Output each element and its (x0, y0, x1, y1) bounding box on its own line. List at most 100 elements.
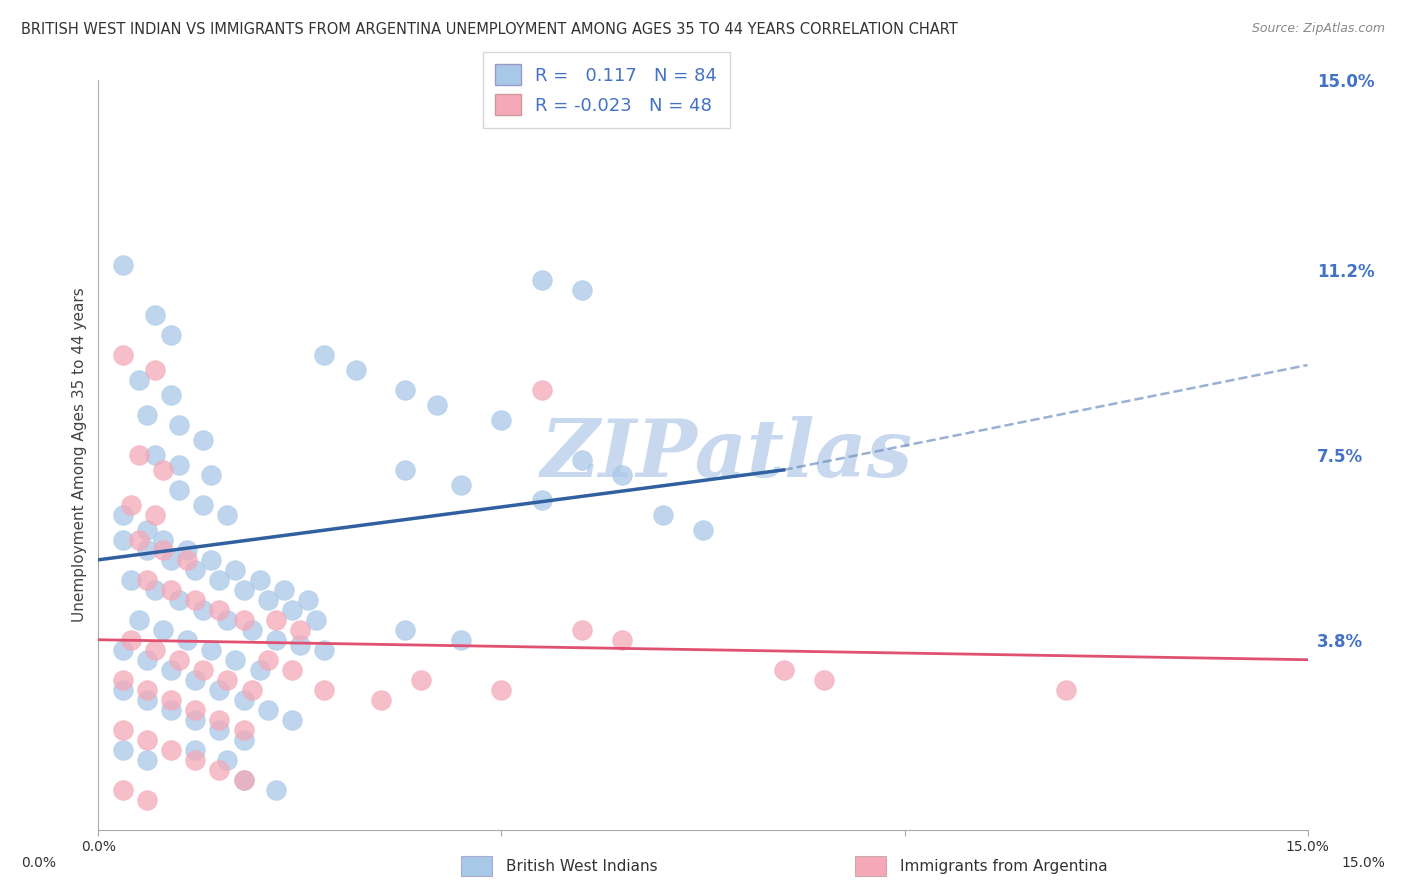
Text: Source: ZipAtlas.com: Source: ZipAtlas.com (1251, 22, 1385, 36)
Point (530, 383, 553, 397)
Point (217, 508, 239, 522)
Point (409, 673, 432, 687)
Point (193, 663, 215, 677)
Point (135, 542, 157, 557)
Point (135, 682, 157, 697)
Point (193, 603, 215, 617)
Point (135, 653, 157, 667)
Point (232, 772, 254, 787)
Point (143, 582, 166, 597)
Point (491, 682, 513, 697)
Point (160, 553, 183, 567)
Point (281, 663, 304, 677)
Point (160, 663, 183, 677)
Point (184, 713, 207, 727)
Point (176, 553, 198, 567)
Point (288, 638, 311, 652)
Point (344, 363, 367, 377)
Point (143, 642, 166, 657)
Point (314, 348, 336, 362)
Point (160, 388, 183, 402)
Point (111, 742, 134, 756)
Point (152, 533, 174, 547)
Point (184, 742, 207, 756)
Point (111, 642, 134, 657)
Point (176, 542, 198, 557)
Point (305, 613, 328, 627)
Point (264, 632, 287, 647)
Point (135, 792, 157, 806)
Point (249, 663, 271, 677)
Point (651, 508, 673, 522)
Point (167, 592, 190, 607)
Point (314, 682, 336, 697)
Point (571, 453, 593, 467)
Point (184, 673, 207, 687)
Point (571, 623, 593, 637)
Point (160, 328, 183, 343)
Point (530, 492, 553, 507)
Point (135, 692, 157, 706)
Point (200, 467, 222, 482)
Point (111, 673, 134, 687)
Point (232, 692, 254, 706)
Point (143, 448, 166, 462)
Point (208, 682, 231, 697)
Point (128, 373, 150, 387)
Point (184, 592, 207, 607)
Point (813, 673, 835, 687)
Point (240, 682, 263, 697)
Point (297, 592, 319, 607)
Point (224, 563, 246, 577)
Point (160, 742, 183, 756)
Point (612, 632, 634, 647)
Y-axis label: Unemployment Among Ages 35 to 44 years: Unemployment Among Ages 35 to 44 years (72, 287, 87, 623)
Point (200, 642, 222, 657)
Point (208, 763, 231, 777)
Point (111, 348, 134, 362)
Point (143, 308, 166, 322)
Point (167, 417, 190, 432)
Point (120, 498, 142, 512)
Point (370, 692, 392, 706)
Point (128, 533, 150, 547)
Point (281, 603, 304, 617)
Point (612, 467, 634, 482)
Point (571, 283, 593, 297)
Point (232, 582, 254, 597)
Text: Immigrants from Argentina: Immigrants from Argentina (900, 859, 1108, 873)
Point (208, 603, 231, 617)
Point (232, 723, 254, 737)
Point (167, 483, 190, 497)
Point (111, 258, 134, 272)
Point (160, 692, 183, 706)
Point (200, 553, 222, 567)
Point (111, 508, 134, 522)
Point (111, 533, 134, 547)
Point (152, 623, 174, 637)
Text: ZIPatlas: ZIPatlas (541, 417, 914, 493)
Point (111, 782, 134, 797)
Point (256, 653, 278, 667)
Point (135, 408, 157, 422)
Point (394, 623, 416, 637)
Point (264, 782, 287, 797)
Point (120, 632, 142, 647)
Point (240, 623, 263, 637)
Point (184, 753, 207, 767)
Point (208, 723, 231, 737)
Point (176, 632, 198, 647)
Point (249, 573, 271, 587)
Point (772, 663, 794, 677)
Point (692, 523, 714, 537)
Text: 0.0%: 0.0% (21, 856, 56, 871)
Text: 15.0%: 15.0% (1341, 856, 1385, 871)
Point (217, 753, 239, 767)
Point (160, 703, 183, 717)
Point (256, 703, 278, 717)
Point (193, 433, 215, 447)
Point (288, 623, 311, 637)
Point (1054, 682, 1077, 697)
Point (450, 632, 472, 647)
Point (450, 478, 472, 492)
